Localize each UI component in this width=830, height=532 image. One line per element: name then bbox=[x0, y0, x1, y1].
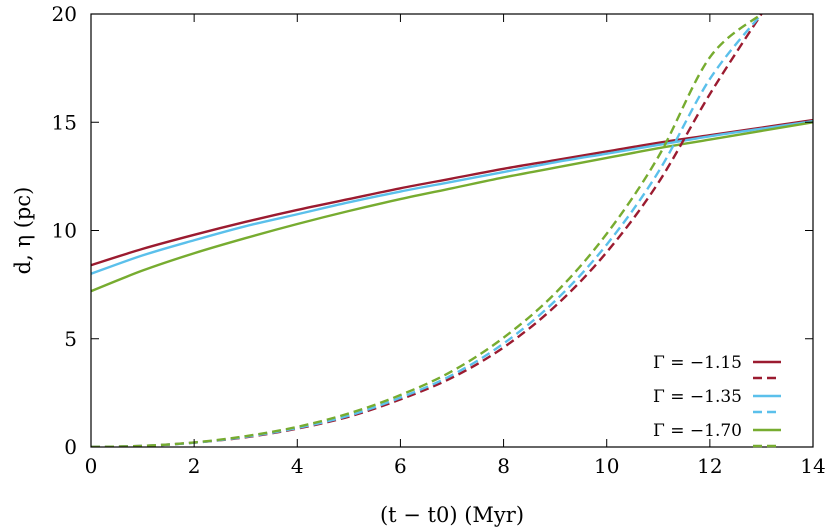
legend-label: Γ = −1.15 bbox=[653, 353, 742, 373]
axis-ticks: 0 2 4 6 8 10 12 14 0 5 10 15 20 bbox=[52, 2, 826, 478]
legend-label: Γ = −1.35 bbox=[653, 387, 742, 407]
series-line-dashed bbox=[91, 14, 763, 447]
series-line-dashed bbox=[91, 14, 763, 447]
y-tick-label: 20 bbox=[52, 2, 77, 26]
legend: Γ = −1.15 Γ = −1.35 Γ = −1.70 bbox=[653, 353, 781, 448]
plot-frame bbox=[90, 13, 814, 448]
series-line-dashed bbox=[91, 14, 763, 447]
series-line-solid bbox=[91, 118, 813, 267]
y-axis-title: d, η (pc) bbox=[11, 187, 35, 275]
x-tick-label: 10 bbox=[594, 454, 619, 478]
x-tick-label: 0 bbox=[85, 454, 98, 478]
series-line-solid bbox=[91, 121, 813, 293]
x-tick-label: 8 bbox=[497, 454, 510, 478]
y-tick-label: 10 bbox=[52, 219, 77, 243]
x-tick-label: 2 bbox=[188, 454, 201, 478]
series-group bbox=[91, 14, 813, 447]
x-tick-label: 14 bbox=[800, 454, 825, 478]
y-tick-label: 5 bbox=[64, 327, 77, 351]
x-tick-label: 12 bbox=[697, 454, 722, 478]
x-tick-label: 6 bbox=[394, 454, 407, 478]
series-line-solid bbox=[91, 119, 813, 275]
y-tick-label: 15 bbox=[52, 110, 77, 134]
legend-label: Γ = −1.70 bbox=[653, 421, 742, 441]
y-tick-label: 0 bbox=[64, 435, 77, 459]
x-tick-label: 4 bbox=[291, 454, 304, 478]
plot-lines bbox=[91, 14, 813, 447]
x-axis-title: (t − t0) (Myr) bbox=[380, 503, 524, 527]
